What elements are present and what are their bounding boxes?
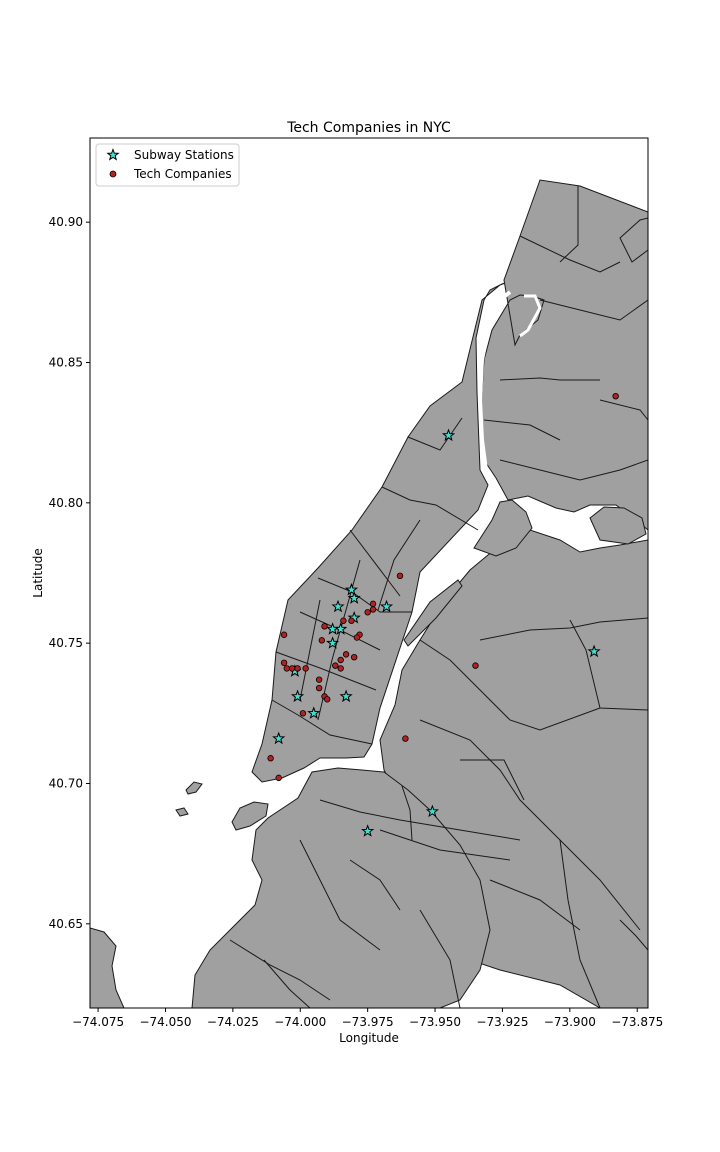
manhattan-landmass: [251, 281, 509, 783]
harlem-river: [477, 290, 542, 489]
brooklyn-landmass: [191, 767, 491, 1008]
y-tick-label: 40.75: [49, 636, 83, 650]
staten-island-landmass: [90, 927, 125, 1008]
x-tick-label: −73.975: [342, 1015, 394, 1029]
rikers-island: [589, 506, 647, 545]
tech-company-marker: [283, 665, 290, 672]
subway-station-marker: [361, 824, 375, 837]
y-tick-label: 40.70: [49, 776, 83, 790]
subway-station-marker: [379, 599, 394, 613]
tech-company-marker: [302, 665, 309, 672]
y-axis-label: Latitude: [31, 548, 45, 597]
x-tick-label: −73.875: [611, 1015, 663, 1029]
x-tick-label: −74.075: [72, 1015, 124, 1029]
tech-company-marker: [396, 572, 404, 580]
legend-tech-label: Tech Companies: [133, 167, 232, 181]
tech-company-marker: [280, 631, 288, 638]
tech-company-marker: [350, 653, 358, 661]
tech-company-marker: [288, 665, 296, 672]
subway-station-marker: [425, 804, 439, 818]
tech-company-marker: [324, 696, 331, 703]
tech-company-marker: [342, 651, 350, 658]
x-axis-label: Longitude: [339, 1031, 399, 1045]
roosevelt-island: [403, 579, 463, 647]
legend-tech-circle-icon: [109, 170, 117, 178]
y-tick-label: 40.90: [49, 215, 83, 229]
axes-frame: [89, 137, 649, 1009]
tech-company-marker: [472, 662, 479, 669]
x-tick-label: −73.900: [544, 1015, 596, 1029]
plot-area: [267, 392, 619, 837]
x-tick-label: −74.025: [207, 1015, 259, 1029]
map-land-layer: [90, 179, 648, 1008]
chart-title: Tech Companies in NYC: [286, 120, 451, 136]
x-tick-label: −74.050: [139, 1015, 191, 1029]
x-tick-label: −73.950: [409, 1015, 461, 1029]
subway-station-marker: [307, 706, 321, 719]
governors-island: [231, 801, 269, 831]
tech-company-marker: [315, 684, 323, 692]
tech-company-marker: [337, 665, 344, 672]
legend-subway-star-icon: [106, 148, 120, 161]
tech-company-marker: [267, 755, 274, 762]
ellis-island: [175, 807, 189, 817]
subway-station-marker: [290, 689, 305, 703]
bronx-landmass: [479, 179, 648, 531]
subway-station-marker: [587, 644, 601, 658]
tech-company-marker: [318, 637, 326, 644]
subway-station-marker: [326, 636, 340, 649]
tech-company-marker: [321, 623, 328, 630]
neighborhood-boundaries: [229, 186, 648, 1008]
northeast-landmass: [619, 217, 648, 263]
subway-station-marker: [441, 428, 456, 442]
tech-company-marker: [612, 392, 619, 400]
x-axis: −74.075 −74.050 −74.025 −74.000 −73.975 −73.9…: [72, 1008, 663, 1029]
tech-company-marker: [294, 665, 301, 672]
tech-company-marker: [353, 634, 361, 641]
liberty-island: [185, 781, 203, 795]
x-tick-label: −73.925: [476, 1015, 528, 1029]
y-tick-label: 40.80: [49, 496, 83, 510]
subway-station-marker: [344, 582, 359, 596]
tech-company-marker: [337, 656, 344, 664]
legend-subway-label: Subway Stations: [134, 148, 234, 162]
tech-company-marker: [275, 774, 282, 782]
subway-station-marker: [339, 689, 353, 703]
subway-station-marker: [347, 591, 361, 604]
subway-station-marker: [331, 599, 345, 613]
y-tick-label: 40.85: [49, 356, 83, 370]
tech-company-marker: [369, 606, 377, 613]
tech-company-marker: [332, 662, 339, 669]
y-tick-label: 40.65: [49, 917, 83, 931]
tech-company-marker: [402, 735, 409, 742]
x-tick-label: −74.000: [274, 1015, 326, 1029]
tech-company-marker: [315, 676, 323, 683]
subway-station-marker: [272, 731, 286, 745]
tech-company-marker: [280, 659, 288, 667]
tech-company-marker: [299, 710, 307, 717]
legend: Subway Stations Tech Companies: [95, 143, 240, 187]
tech-company-marker: [369, 600, 377, 608]
tech-company-marker: [348, 617, 355, 624]
legend-box: [95, 143, 240, 187]
randalls-island: [473, 499, 533, 557]
y-axis: 40.65 40.70 40.75 40.80 40.85 40.90: [49, 215, 90, 931]
tech-company-marker: [364, 609, 371, 616]
tech-company-marker: [340, 617, 347, 624]
subway-station-marker: [326, 622, 340, 635]
